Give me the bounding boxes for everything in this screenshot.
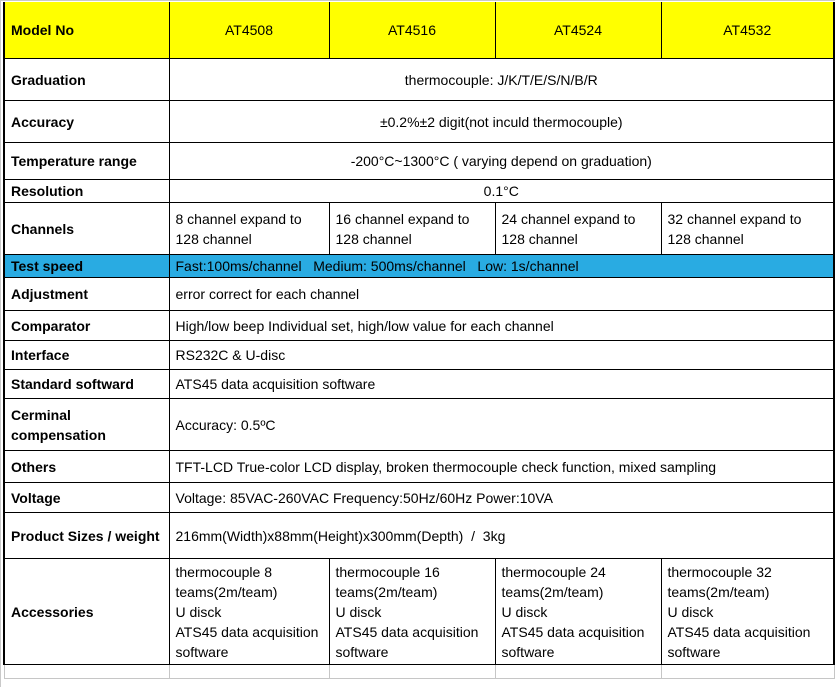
spec-value: Fast:100ms/channel Medium: 500ms/channel… [168, 254, 835, 278]
row-label: Cerminal compensation [3, 398, 170, 451]
model-header-at4516: AT4516 [328, 2, 496, 59]
spec-value: High/low beep Individual set, high/low v… [168, 310, 835, 341]
row-label: Standard softward [3, 369, 170, 399]
spec-value: 216mm(Width)x88mm(Height)x300mm(Depth) /… [168, 512, 835, 559]
row-label: Graduation [3, 58, 170, 101]
spec-value-at4532: thermocouple 32 teams(2m/team) U disck A… [660, 558, 835, 665]
empty-cell [3, 664, 170, 679]
spec-value: ATS45 data acquisition software [168, 369, 835, 399]
spec-value-at4524: thermocouple 24 teams(2m/team) U disck A… [494, 558, 662, 665]
table-row-adjustment: Adjustment error correct for each channe… [3, 277, 835, 311]
table-row-test-speed: Test speed Fast:100ms/channel Medium: 50… [3, 254, 835, 278]
empty-cell [660, 664, 835, 679]
table-row-comparator: Comparator High/low beep Individual set,… [3, 310, 835, 341]
row-label: Channels [3, 202, 170, 255]
spec-value-at4516: 16 channel expand to 128 channel [328, 202, 496, 255]
model-header-at4524: AT4524 [494, 2, 662, 59]
model-header-at4532: AT4532 [660, 2, 835, 59]
spec-value-at4516: thermocouple 16 teams(2m/team) U disck A… [328, 558, 496, 665]
header-label: Model No [3, 2, 170, 59]
top-gridline [0, 0, 835, 1]
table-row-channels: Channels 8 channel expand to 128 channel… [3, 202, 835, 255]
table-row-terminal-compensation: Cerminal compensation Accuracy: 0.5ºC [3, 398, 835, 451]
table-row-temperature-range: Temperature range -200°C~1300°C ( varyin… [3, 142, 835, 180]
spec-value: 0.1°C [168, 179, 835, 203]
table-row-others: Others TFT-LCD True-color LCD display, b… [3, 450, 835, 483]
table-row-voltage: Voltage Voltage: 85VAC-260VAC Frequency:… [3, 482, 835, 513]
row-label: Product Sizes / weight [3, 512, 170, 559]
spec-value: ±0.2%±2 digit(not inculd thermocouple) [168, 100, 835, 143]
row-label: Voltage [3, 482, 170, 513]
row-label: Adjustment [3, 277, 170, 311]
empty-cell [328, 664, 496, 679]
spec-value: error correct for each channel [168, 277, 835, 311]
row-label: Comparator [3, 310, 170, 341]
spec-value: thermocouple: J/K/T/E/S/N/B/R [168, 58, 835, 101]
row-label: Accuracy [3, 100, 170, 143]
table-header-row: Model No AT4508 AT4516 AT4524 AT4532 [3, 2, 835, 59]
spec-value: RS232C & U-disc [168, 340, 835, 370]
table-row-product-sizes: Product Sizes / weight 216mm(Width)x88mm… [3, 512, 835, 559]
table-row-standard-software: Standard softward ATS45 data acquisition… [3, 369, 835, 399]
row-label: Interface [3, 340, 170, 370]
spec-value-at4524: 24 channel expand to 128 channel [494, 202, 662, 255]
row-label: Resolution [3, 179, 170, 203]
left-gridline [0, 0, 1, 687]
spec-value-at4532: 32 channel expand to 128 channel [660, 202, 835, 255]
empty-cell [168, 664, 330, 679]
spec-value: Voltage: 85VAC-260VAC Frequency:50Hz/60H… [168, 482, 835, 513]
table-row-graduation: Graduation thermocouple: J/K/T/E/S/N/B/R [3, 58, 835, 101]
table-row-interface: Interface RS232C & U-disc [3, 340, 835, 370]
spec-value-at4508: thermocouple 8 teams(2m/team) U disck AT… [168, 558, 330, 665]
spec-value: -200°C~1300°C ( varying depend on gradua… [168, 142, 835, 180]
table-row-accessories: Accessories thermocouple 8 teams(2m/team… [3, 558, 835, 665]
model-header-at4508: AT4508 [168, 2, 330, 59]
row-label: Accessories [3, 558, 170, 665]
spec-value: TFT-LCD True-color LCD display, broken t… [168, 450, 835, 483]
table-row-accuracy: Accuracy ±0.2%±2 digit(not inculd thermo… [3, 100, 835, 143]
spec-value: Accuracy: 0.5ºC [168, 398, 835, 451]
row-label: Test speed [3, 254, 170, 278]
row-label: Others [3, 450, 170, 483]
table-row-resolution: Resolution 0.1°C [3, 179, 835, 203]
spec-value-at4508: 8 channel expand to 128 channel [168, 202, 330, 255]
table-row-partial [3, 664, 835, 679]
spec-table: Model No AT4508 AT4516 AT4524 AT4532 Gra… [3, 2, 835, 679]
empty-cell [494, 664, 662, 679]
row-label: Temperature range [3, 142, 170, 180]
